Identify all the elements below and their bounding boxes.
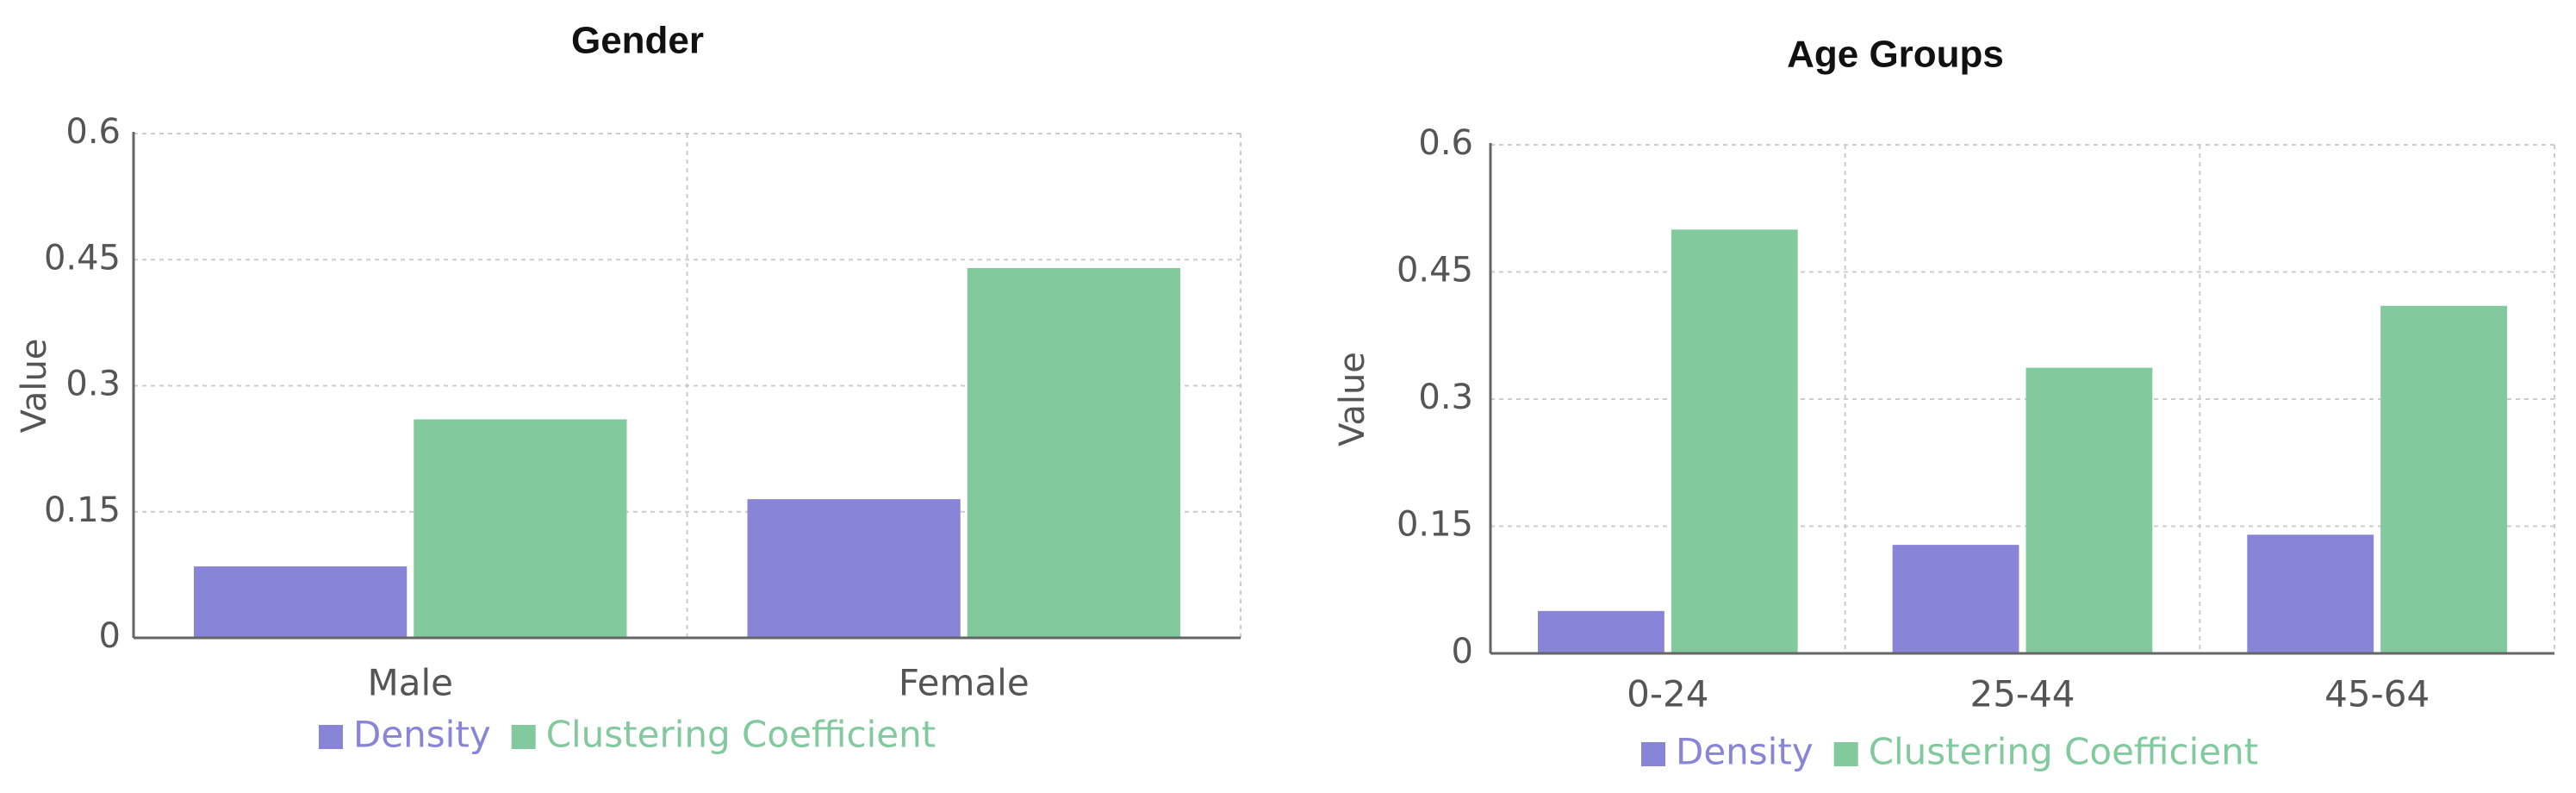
x-tick-label: Female bbox=[899, 662, 1030, 704]
bar-clustering-coefficient bbox=[2025, 367, 2153, 653]
bar-clustering-coefficient bbox=[1671, 229, 1798, 653]
bar-clustering-coefficient bbox=[2380, 305, 2507, 653]
bar-density bbox=[1538, 610, 1664, 653]
legend-label: Density bbox=[1676, 731, 1814, 773]
y-tick-label: 0.15 bbox=[44, 490, 121, 530]
legend-swatch bbox=[1833, 742, 1858, 766]
chart-panel-gender: Gender 0 0.15 0.3 0.45 0.6 Male Female Value Dens… bbox=[0, 0, 1275, 793]
y-tick-label: 0 bbox=[1452, 632, 1473, 671]
chart-title: Age Groups bbox=[1787, 34, 2004, 76]
legend-label: Clustering Coefficient bbox=[546, 714, 936, 756]
bar-density bbox=[194, 566, 408, 638]
y-axis-label: Value bbox=[1333, 352, 1372, 446]
y-tick-label: 0.45 bbox=[44, 238, 121, 278]
legend-label: Density bbox=[353, 714, 491, 756]
x-tick-label: Male bbox=[368, 662, 453, 704]
legend-swatch bbox=[319, 725, 343, 749]
y-tick-label: 0.6 bbox=[1418, 123, 1473, 163]
bar-density bbox=[2247, 534, 2374, 653]
x-tick-label: 0-24 bbox=[1627, 673, 1708, 715]
legend-swatch bbox=[1641, 742, 1665, 766]
y-axis-label: Value bbox=[15, 339, 54, 434]
y-tick-label: 0.45 bbox=[1397, 251, 1473, 290]
x-tick-label: 25-44 bbox=[1969, 673, 2075, 715]
bar-clustering-coefficient bbox=[967, 268, 1180, 638]
y-tick-label: 0.6 bbox=[65, 112, 121, 152]
bar-density bbox=[1892, 545, 2019, 653]
chart-panel-age-groups: Age Groups 0 0.15 0.3 0.45 0.6 0-24 25-44 45-64 V… bbox=[1292, 0, 2576, 793]
age-groups-bar-chart: Age Groups 0 0.15 0.3 0.45 0.6 0-24 25-44 45-64 V… bbox=[1333, 34, 2555, 773]
gender-bar-chart: Gender 0 0.15 0.3 0.45 0.6 Male Female Value Dens… bbox=[15, 20, 1241, 756]
y-tick-label: 0.3 bbox=[1418, 378, 1473, 417]
bar-density bbox=[747, 499, 961, 638]
y-tick-label: 0.3 bbox=[65, 365, 121, 404]
chart-title: Gender bbox=[571, 20, 704, 62]
bar-clustering-coefficient bbox=[414, 419, 627, 638]
y-tick-label: 0 bbox=[99, 616, 121, 656]
y-tick-label: 0.15 bbox=[1397, 505, 1473, 545]
legend-label: Clustering Coefficient bbox=[1869, 731, 2259, 773]
x-tick-label: 45-64 bbox=[2324, 673, 2430, 715]
legend-swatch bbox=[511, 725, 536, 749]
